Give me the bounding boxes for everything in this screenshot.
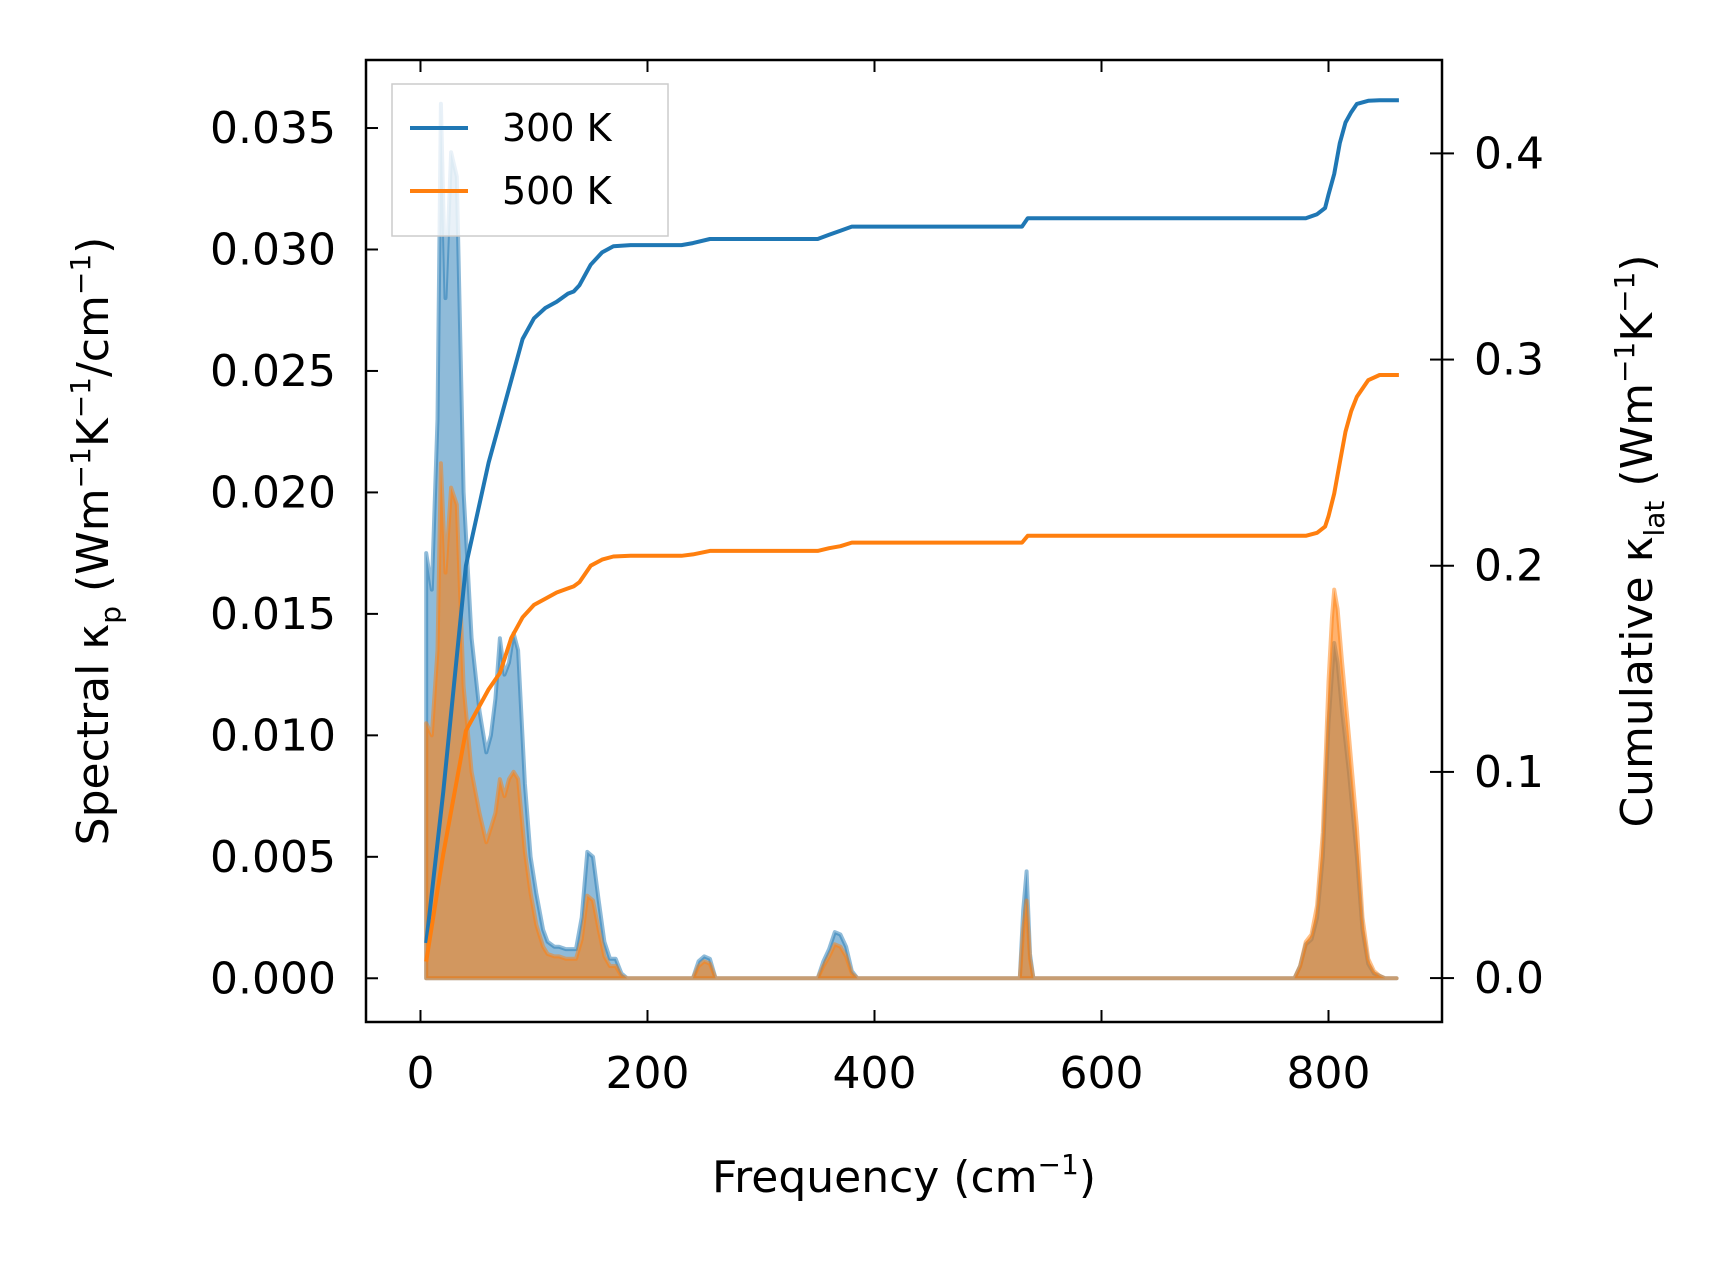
x-tick-label: 400 bbox=[832, 1048, 916, 1099]
plot-frame bbox=[364, 58, 1444, 1024]
y-left-tick-label: 0.005 bbox=[210, 832, 336, 883]
y-left-tick-label: 0.035 bbox=[210, 103, 336, 154]
legend-box bbox=[391, 83, 669, 237]
y-left-tick-label: 0.000 bbox=[210, 953, 336, 1004]
x-tick-label: 800 bbox=[1287, 1048, 1371, 1099]
cumulative-lines bbox=[424, 98, 1399, 962]
x-axis-title: Frequency (cm−1) bbox=[712, 1148, 1096, 1203]
y-left-tick-label: 0.010 bbox=[210, 710, 336, 761]
x-tick-label: 200 bbox=[605, 1048, 689, 1099]
y-right-tick-label: 0.0 bbox=[1474, 953, 1544, 1004]
x-tick-label: 0 bbox=[406, 1048, 434, 1099]
legend-label-500k: 500 K bbox=[502, 169, 613, 213]
y-right-tick-label: 0.4 bbox=[1474, 128, 1544, 179]
legend: 300 K 500 K bbox=[391, 83, 669, 237]
cumulative-line-500k bbox=[424, 373, 1399, 962]
y-right-tick-label: 0.1 bbox=[1474, 747, 1544, 798]
y-axis-left: 0.000 0.005 0.010 0.015 0.020 0.025 0.030 0.035 bbox=[210, 103, 378, 1004]
y-right-tick-label: 0.2 bbox=[1474, 541, 1544, 592]
x-axis: 0 200 400 600 800 bbox=[406, 60, 1370, 1099]
y-left-tick-label: 0.030 bbox=[210, 224, 336, 275]
legend-label-300k: 300 K bbox=[502, 106, 613, 150]
y-axis-left-title: Spectral κp (Wm−1K−1/cm−1) bbox=[64, 237, 127, 846]
cumulative-line-300k bbox=[424, 98, 1399, 944]
y-left-tick-label: 0.020 bbox=[210, 467, 336, 518]
y-left-tick-label: 0.025 bbox=[210, 346, 336, 397]
spectral-areas bbox=[424, 101, 1399, 981]
y-axis-right-title: Cumulative κlat (Wm−1K−1) bbox=[1608, 254, 1671, 827]
y-right-tick-label: 0.3 bbox=[1474, 335, 1544, 386]
spectral-area-500k bbox=[424, 461, 1399, 981]
x-tick-label: 600 bbox=[1060, 1048, 1144, 1099]
y-axis-right: 0.0 0.1 0.2 0.3 0.4 bbox=[1430, 128, 1544, 1004]
y-left-tick-label: 0.015 bbox=[210, 589, 336, 640]
